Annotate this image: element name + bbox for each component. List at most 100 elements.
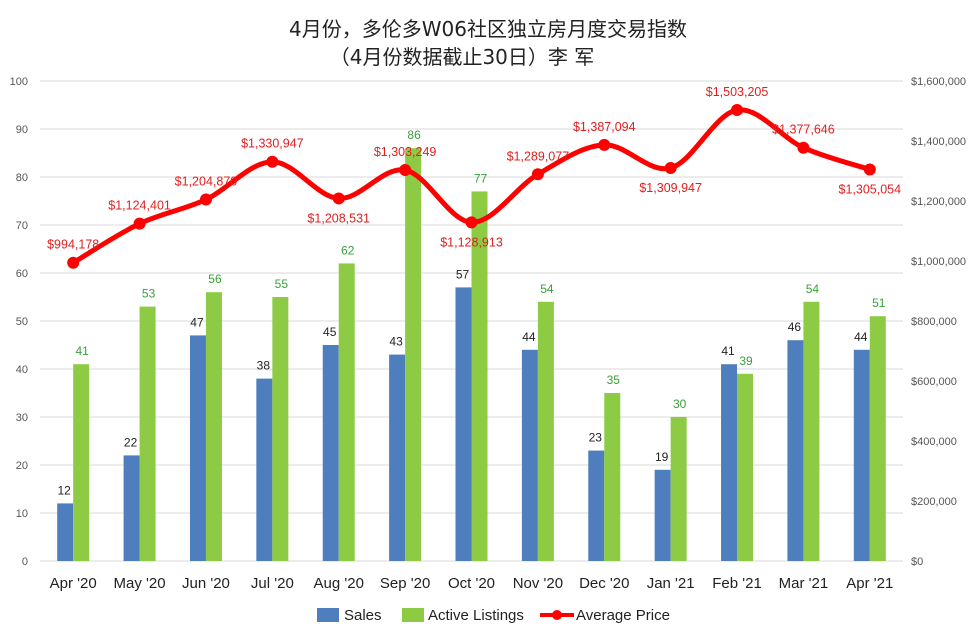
price-line-series xyxy=(67,104,876,269)
sales-bar xyxy=(322,345,339,561)
price-marker xyxy=(863,163,876,176)
legend-price-label: Average Price xyxy=(576,607,670,624)
sales-data-label: 46 xyxy=(788,320,802,334)
listings-data-label: 51 xyxy=(872,296,886,310)
x-tick-label: Jan '21 xyxy=(647,575,695,592)
price-marker xyxy=(199,193,212,206)
y-right-tick-label: $0 xyxy=(911,556,923,568)
price-data-label: $1,330,947 xyxy=(241,137,304,151)
y-left-tick-label: 10 xyxy=(16,508,28,520)
price-data-labels: $994,178 $1,124,401 $1,204,870 $1,330,947 $1… xyxy=(47,85,901,252)
legend-sales-label: Sales xyxy=(344,607,382,624)
sales-bar xyxy=(853,349,870,561)
price-marker xyxy=(664,162,677,175)
sales-bar xyxy=(721,364,738,561)
listings-bar xyxy=(272,297,289,561)
chart-subtitle: （4月份数据截止30日）李 军 xyxy=(330,45,595,69)
price-data-label: $1,128,913 xyxy=(440,235,503,249)
sales-data-label: 38 xyxy=(257,359,271,373)
x-tick-label: Feb '21 xyxy=(712,575,762,592)
sales-bar xyxy=(57,503,74,561)
sales-data-label: 41 xyxy=(721,344,735,358)
y-left-tick-label: 60 xyxy=(16,268,28,280)
listings-bar xyxy=(205,292,222,561)
x-tick-label: Sep '20 xyxy=(380,575,430,592)
sales-bar xyxy=(455,287,472,561)
y-right-tick-label: $200,000 xyxy=(911,496,957,508)
price-data-label: $1,503,205 xyxy=(706,85,769,99)
price-data-label: $1,208,531 xyxy=(307,211,370,225)
y-left-tick-label: 20 xyxy=(16,460,28,472)
legend-price-marker xyxy=(552,610,562,620)
price-data-label: $1,309,947 xyxy=(639,181,702,195)
sales-data-label: 23 xyxy=(589,431,603,445)
x-tick-label: Dec '20 xyxy=(579,575,629,592)
y-right-tick-label: $600,000 xyxy=(911,376,957,388)
sales-bar xyxy=(389,354,406,561)
sales-data-label: 45 xyxy=(323,325,337,339)
listings-data-label: 54 xyxy=(540,282,554,296)
sales-data-label: 12 xyxy=(58,483,72,497)
sales-data-label: 47 xyxy=(190,315,204,329)
price-marker xyxy=(67,256,80,269)
listings-bar xyxy=(537,301,554,561)
y-axis-right: $0 $200,000 $400,000 $600,000 $800,000 $1,000… xyxy=(911,76,966,568)
x-tick-label: Aug '20 xyxy=(314,575,364,592)
listings-bar xyxy=(737,373,754,561)
sales-bar xyxy=(256,378,273,561)
listings-bar xyxy=(73,364,90,561)
price-marker xyxy=(531,168,544,181)
listings-data-label: 39 xyxy=(739,354,753,368)
listings-bar xyxy=(139,306,156,561)
listings-data-label: 62 xyxy=(341,243,355,257)
price-marker xyxy=(399,164,412,177)
x-tick-label: May '20 xyxy=(114,575,166,592)
sales-bar xyxy=(654,469,671,561)
bar-series xyxy=(57,148,886,561)
price-data-label: $1,303,249 xyxy=(374,145,437,159)
price-marker xyxy=(731,104,744,117)
x-tick-label: Jul '20 xyxy=(251,575,294,592)
legend-listings-swatch xyxy=(402,608,424,622)
price-marker xyxy=(332,192,345,205)
listings-bar xyxy=(670,417,687,561)
listings-data-label: 55 xyxy=(275,277,289,291)
listings-data-label: 30 xyxy=(673,397,687,411)
listings-data-label: 77 xyxy=(474,171,488,185)
y-left-tick-label: 90 xyxy=(16,124,28,136)
price-data-label: $994,178 xyxy=(47,238,99,252)
legend: Sales Active Listings Average Price xyxy=(317,607,670,624)
listings-data-label: 54 xyxy=(806,282,820,296)
sales-bar xyxy=(521,349,538,561)
y-left-tick-label: 0 xyxy=(22,556,28,568)
listings-data-label: 41 xyxy=(76,344,90,358)
price-data-label: $1,124,401 xyxy=(108,199,171,213)
price-data-label: $1,387,094 xyxy=(573,120,636,134)
listings-bar xyxy=(338,263,355,561)
y-right-tick-label: $1,000,000 xyxy=(911,256,966,268)
listings-bar xyxy=(405,148,422,561)
price-data-label: $1,204,870 xyxy=(175,175,238,189)
sales-data-label: 44 xyxy=(854,330,868,344)
sales-data-label: 22 xyxy=(124,435,138,449)
price-marker xyxy=(133,217,146,230)
y-left-tick-label: 100 xyxy=(10,76,28,88)
price-marker xyxy=(797,141,810,154)
sales-data-label: 57 xyxy=(456,267,470,281)
x-tick-label: Apr '21 xyxy=(846,575,893,592)
price-marker xyxy=(266,155,279,168)
y-right-tick-label: $800,000 xyxy=(911,316,957,328)
listings-bar xyxy=(604,393,621,561)
price-marker xyxy=(465,216,478,229)
bar-data-labels: 12 41 22 53 47 56 38 55 45 62 43 86 57 77 44 54 23 35 19 30… xyxy=(58,128,886,497)
y-left-tick-label: 50 xyxy=(16,316,28,328)
price-data-label: $1,377,646 xyxy=(772,123,835,137)
price-data-label: $1,305,054 xyxy=(839,182,902,196)
sales-data-label: 44 xyxy=(522,330,536,344)
sales-bar xyxy=(787,340,804,561)
listings-data-label: 53 xyxy=(142,287,156,301)
sales-bar xyxy=(123,455,140,561)
sales-data-label: 19 xyxy=(655,450,669,464)
y-axis-left: 0 10 20 30 40 50 60 70 80 90 100 xyxy=(10,76,28,568)
